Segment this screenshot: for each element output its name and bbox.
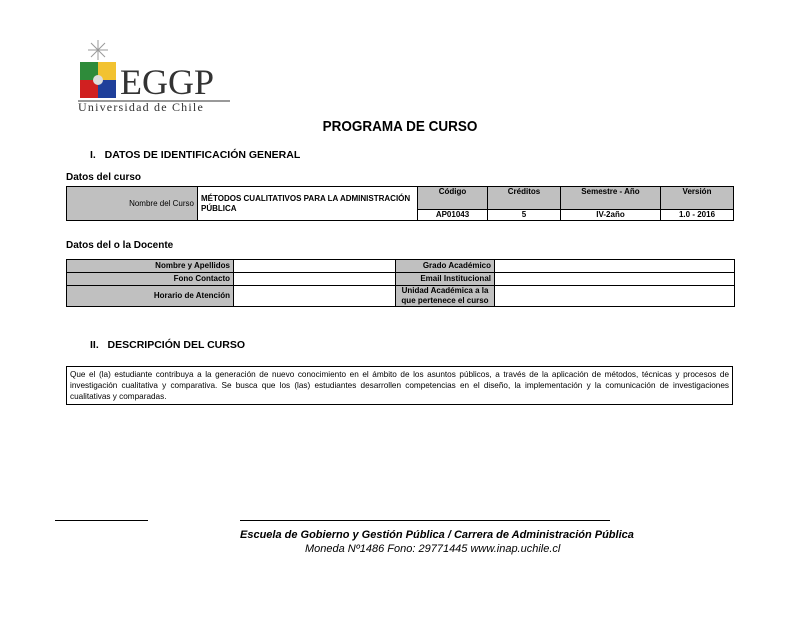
version-label: Versión [660, 186, 734, 210]
footer-divider [240, 520, 610, 521]
name-label: Nombre y Apellidos [66, 259, 234, 273]
semester-value: IV-2año [560, 209, 661, 221]
course-name-label: Nombre del Curso [66, 186, 198, 221]
unit-label: Unidad Académica a la que pertenece el c… [395, 285, 495, 307]
footer-contact: Moneda Nº1486 Fono: 29771445 www.inap.uc… [305, 543, 561, 555]
name-value [233, 259, 396, 273]
credits-label: Créditos [487, 186, 561, 210]
section-title: DESCRIPCIÓN DEL CURSO [107, 339, 246, 351]
phone-value [233, 272, 396, 286]
course-description: Que el (la) estudiante contribuya a la g… [66, 366, 733, 405]
section-number: II. [90, 339, 99, 351]
svg-text:EGGP: EGGP [120, 62, 214, 102]
page-title: PROGRAMA DE CURSO [322, 118, 478, 135]
teacher-heading: Datos del o la Docente [66, 240, 174, 251]
email-label: Email Institucional [395, 272, 495, 286]
unit-value [494, 285, 735, 307]
hours-label: Horario de Atención [66, 285, 234, 307]
degree-value [494, 259, 735, 273]
hours-value [233, 285, 396, 307]
degree-label: Grado Académico [395, 259, 495, 273]
phone-label: Fono Contacto [66, 272, 234, 286]
teacher-table: Nombre y Apellidos Grado Académico Fono C… [66, 259, 735, 307]
code-label: Código [417, 186, 488, 210]
code-value: AP01043 [417, 209, 488, 221]
credits-value: 5 [487, 209, 561, 221]
semester-label: Semestre - Año [560, 186, 661, 210]
footer-divider [55, 520, 148, 521]
footer-school: Escuela de Gobierno y Gestión Pública / … [240, 529, 634, 541]
section-1-heading: I. DATOS DE IDENTIFICACIÓN GENERAL [90, 149, 300, 161]
version-value: 1.0 - 2016 [660, 209, 734, 221]
eggp-logo: EGGP Universidad de Chile [74, 38, 234, 114]
course-table: Nombre del Curso MÉTODOS CUALITATIVOS PA… [66, 186, 734, 221]
section-number: I. [90, 149, 96, 161]
course-heading: Datos del curso [66, 172, 142, 183]
email-value [494, 272, 735, 286]
svg-text:Universidad de Chile: Universidad de Chile [78, 100, 204, 113]
course-name-value: MÉTODOS CUALITATIVOS PARA LA ADMINISTRAC… [197, 186, 418, 221]
section-title: DATOS DE IDENTIFICACIÓN GENERAL [104, 149, 301, 161]
section-2-heading: II. DESCRIPCIÓN DEL CURSO [90, 339, 245, 351]
